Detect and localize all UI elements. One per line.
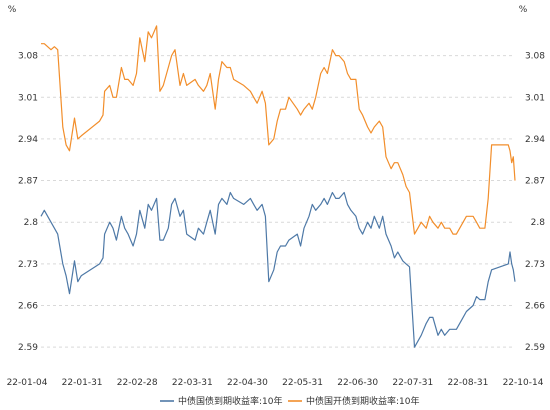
y-tick-label-left: 3.01 [18,93,38,103]
y-tick-label-right: 3.08 [525,52,545,62]
x-tick-label: 22-10-14 [503,378,544,388]
legend-label-govt-bond: 中债国债到期收益率:10年 [178,395,283,407]
y-tick-label-right: 2.94 [525,135,545,145]
series-line-govt-bond [40,191,516,348]
series-line-cdb-bond [41,25,516,235]
x-tick-label: 22-07-31 [392,378,433,388]
right-unit-label: % [519,5,528,15]
y-tick-label-right: 2.59 [525,343,545,353]
y-tick-label-right: 2.87 [525,177,545,187]
y-tick-label-left: 2.59 [18,343,38,353]
x-tick-label: 22-03-31 [172,378,213,388]
y-tick-label-left: 2.8 [24,218,39,228]
left-unit-label: % [8,5,17,15]
y-tick-label-right: 3.01 [525,93,545,103]
y-tick-label-right: 2.73 [525,260,545,270]
x-tick-label: 22-08-31 [447,378,488,388]
x-tick-label: 22-04-30 [227,378,268,388]
y-tick-label-left: 2.87 [18,177,38,187]
y-tick-label-right: 2.8 [531,218,546,228]
x-axis: 22-01-04 22-01-31 22-02-28 22-03-31 22-04-30… [7,378,544,388]
y-tick-label-left: 2.94 [18,135,38,145]
x-tick-label: 22-01-04 [7,378,48,388]
gridlines [41,55,515,348]
y-tick-label-left: 3.08 [18,52,38,62]
x-tick-label: 22-02-28 [117,378,158,388]
legend: 中债国债到期收益率:10年 中债国开债到期收益率:10年 [160,395,420,407]
right-y-axis: 3.08 3.01 2.94 2.87 2.8 2.73 2.66 2.59 [525,52,545,354]
x-tick-label: 22-06-30 [337,378,378,388]
x-tick-label: 22-05-31 [282,378,323,388]
left-y-axis: 3.08 3.01 2.94 2.87 2.8 2.73 2.66 2.59 [18,52,38,354]
y-tick-label-left: 2.73 [18,260,38,270]
series-lines [40,25,516,348]
x-tick-label: 22-01-31 [62,378,103,388]
y-tick-label-left: 2.66 [18,302,38,312]
y-tick-label-right: 2.66 [525,302,545,312]
legend-label-cdb-bond: 中债国开债到期收益率:10年 [306,395,420,407]
